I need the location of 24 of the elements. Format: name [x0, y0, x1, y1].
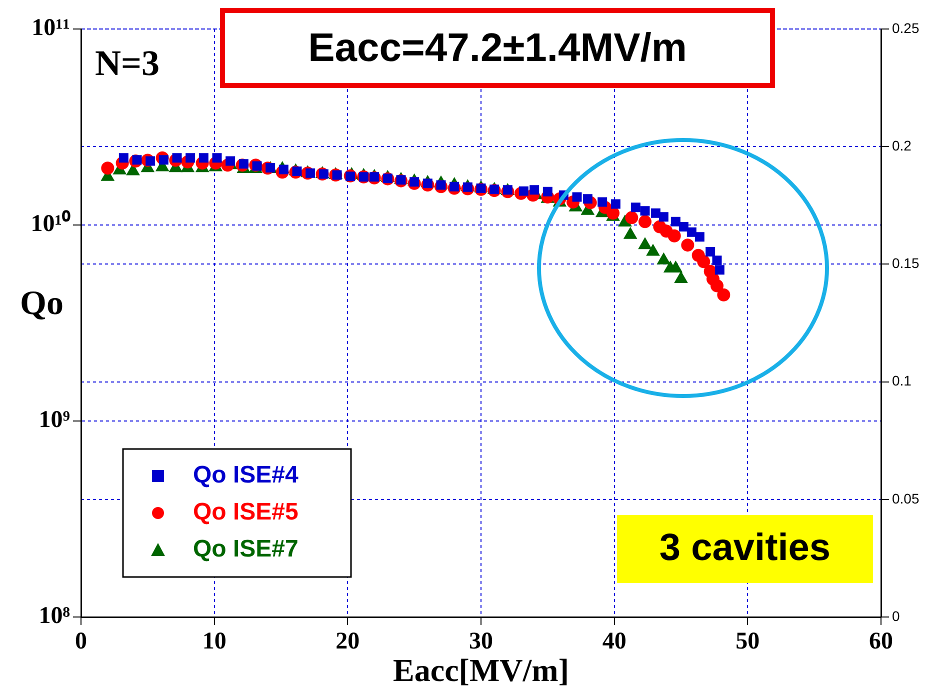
x-tick-label: 50 — [736, 628, 760, 655]
annotation: Eacc=47.2±1.4MV/m — [307, 25, 688, 72]
x-axis-title: Eacc[MV/m] — [393, 652, 569, 688]
x-tick-label: 0 — [75, 628, 87, 655]
y2-tick-label: 0 — [892, 608, 900, 624]
legend-label: Qo ISE#5 — [193, 498, 298, 526]
y2-tick-label: 0.15 — [892, 255, 920, 272]
legend-label: Qo ISE#7 — [193, 536, 298, 563]
x-tick-label: 10 — [202, 628, 226, 655]
y-tick-label: 10¹¹ — [32, 15, 70, 42]
x-tick-label: 40 — [602, 628, 626, 655]
legend-label: Qo ISE#4 — [193, 462, 300, 489]
y-axis-title: Qo — [20, 285, 64, 323]
x-tick-label: 30 — [469, 628, 493, 655]
y-tick-label: 10¹⁰ — [30, 210, 71, 238]
y2-tick-label: 0.1 — [892, 372, 912, 389]
y2-tick-label: 0.05 — [892, 490, 920, 506]
y-tick-label: 10⁹ — [38, 407, 70, 434]
y2-tick-label: 0.25 — [892, 20, 920, 36]
x-tick-label: 60 — [869, 628, 893, 655]
x-tick-label: 20 — [336, 628, 360, 655]
annotation: N=3 — [95, 42, 160, 84]
y-tick-label: 10⁸ — [38, 603, 70, 630]
y2-tick-label: 0.2 — [892, 137, 912, 154]
